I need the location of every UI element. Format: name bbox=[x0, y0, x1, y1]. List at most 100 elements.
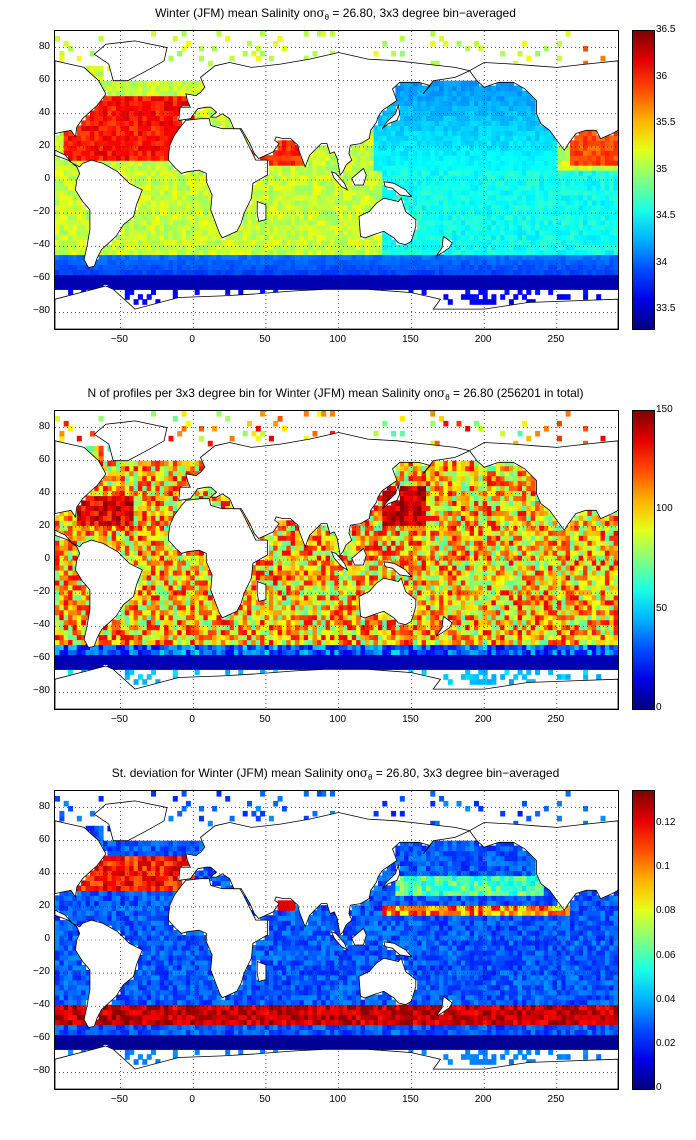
data-bin bbox=[556, 214, 562, 221]
data-bin bbox=[76, 244, 82, 251]
data-bin bbox=[120, 609, 126, 616]
data-bin bbox=[255, 219, 261, 226]
data-bin bbox=[356, 234, 362, 241]
data-bin bbox=[155, 170, 161, 176]
data-bin bbox=[107, 480, 113, 487]
data-bin bbox=[399, 249, 405, 256]
data-bin bbox=[281, 284, 287, 290]
data-bin bbox=[604, 165, 610, 171]
data-bin bbox=[299, 269, 305, 275]
data-bin bbox=[447, 145, 453, 151]
data-bin bbox=[474, 90, 479, 97]
data-bin bbox=[482, 170, 488, 176]
data-bin bbox=[281, 180, 287, 186]
data-bin bbox=[190, 85, 196, 92]
data-bin bbox=[386, 110, 392, 117]
data-bin bbox=[185, 274, 191, 280]
data-bin bbox=[133, 254, 139, 261]
map-profile-count[interactable] bbox=[54, 410, 619, 710]
data-bin bbox=[59, 664, 65, 670]
data-bin bbox=[295, 165, 300, 171]
data-bin bbox=[199, 249, 204, 256]
data-bin bbox=[190, 224, 196, 231]
data-bin bbox=[98, 115, 104, 121]
data-bin bbox=[369, 194, 375, 201]
data-bin bbox=[508, 209, 514, 216]
data-bin bbox=[495, 279, 501, 285]
data-bin bbox=[386, 150, 392, 156]
data-bin bbox=[412, 125, 418, 131]
data-bin bbox=[59, 515, 65, 521]
data-bin bbox=[312, 175, 318, 181]
data-bin bbox=[229, 244, 235, 251]
data-bin bbox=[129, 520, 135, 526]
data-bin bbox=[303, 170, 309, 176]
data-bin bbox=[408, 254, 414, 261]
data-bin bbox=[55, 160, 60, 166]
data-bin bbox=[164, 189, 170, 196]
data-bin bbox=[303, 165, 309, 171]
data-bin bbox=[578, 269, 584, 275]
data-bin bbox=[495, 224, 501, 231]
data-bin bbox=[508, 150, 514, 156]
data-bin bbox=[203, 110, 209, 117]
data-bin bbox=[378, 189, 383, 196]
data-bin bbox=[151, 31, 156, 37]
data-bin bbox=[343, 269, 348, 275]
data-bin bbox=[116, 100, 122, 107]
data-bin bbox=[281, 194, 287, 201]
data-bin bbox=[137, 175, 143, 181]
data-bin bbox=[465, 199, 471, 206]
data-bin bbox=[517, 219, 523, 226]
data-bin bbox=[142, 545, 148, 551]
data-bin bbox=[85, 500, 91, 506]
data-bin bbox=[164, 199, 170, 206]
data-bin bbox=[242, 274, 248, 280]
data-bin bbox=[142, 485, 148, 492]
data-bin bbox=[172, 279, 178, 285]
data-bin bbox=[386, 249, 392, 256]
data-bin bbox=[203, 204, 209, 211]
data-bin bbox=[364, 140, 370, 146]
data-bin bbox=[574, 140, 580, 146]
data-bin bbox=[487, 239, 493, 246]
data-bin bbox=[129, 639, 135, 646]
data-bin bbox=[303, 199, 309, 206]
data-bin bbox=[94, 495, 100, 501]
data-bins bbox=[55, 31, 618, 305]
data-bin bbox=[68, 224, 74, 231]
data-bin bbox=[181, 259, 187, 266]
data-bin bbox=[260, 180, 266, 186]
data-bin bbox=[185, 180, 191, 186]
data-bin bbox=[526, 155, 532, 161]
data-bin bbox=[426, 175, 431, 181]
data-bin bbox=[133, 100, 139, 107]
data-bin bbox=[491, 135, 497, 141]
data-bin bbox=[395, 160, 401, 166]
data-bin bbox=[85, 594, 91, 601]
data-bin bbox=[286, 189, 292, 196]
data-bin bbox=[146, 229, 152, 236]
data-bin bbox=[133, 644, 139, 650]
data-bin bbox=[491, 219, 497, 226]
data-bin bbox=[155, 604, 161, 611]
data-bin bbox=[98, 80, 104, 87]
data-bin bbox=[299, 259, 305, 266]
data-bin bbox=[181, 269, 187, 275]
data-bin bbox=[133, 490, 139, 497]
data-bin bbox=[264, 224, 270, 231]
data-bin bbox=[159, 254, 165, 261]
data-bin bbox=[94, 664, 100, 670]
data-bin bbox=[443, 259, 449, 266]
data-bin bbox=[107, 460, 113, 467]
map-salinity[interactable] bbox=[54, 30, 619, 330]
data-bin bbox=[89, 450, 95, 457]
data-bin bbox=[295, 199, 300, 206]
data-bin bbox=[443, 180, 449, 186]
data-bin bbox=[412, 234, 418, 241]
data-bin bbox=[55, 199, 60, 206]
data-bin bbox=[316, 204, 322, 211]
data-bin bbox=[172, 199, 178, 206]
data-bin bbox=[151, 199, 156, 206]
data-bin bbox=[129, 120, 135, 126]
